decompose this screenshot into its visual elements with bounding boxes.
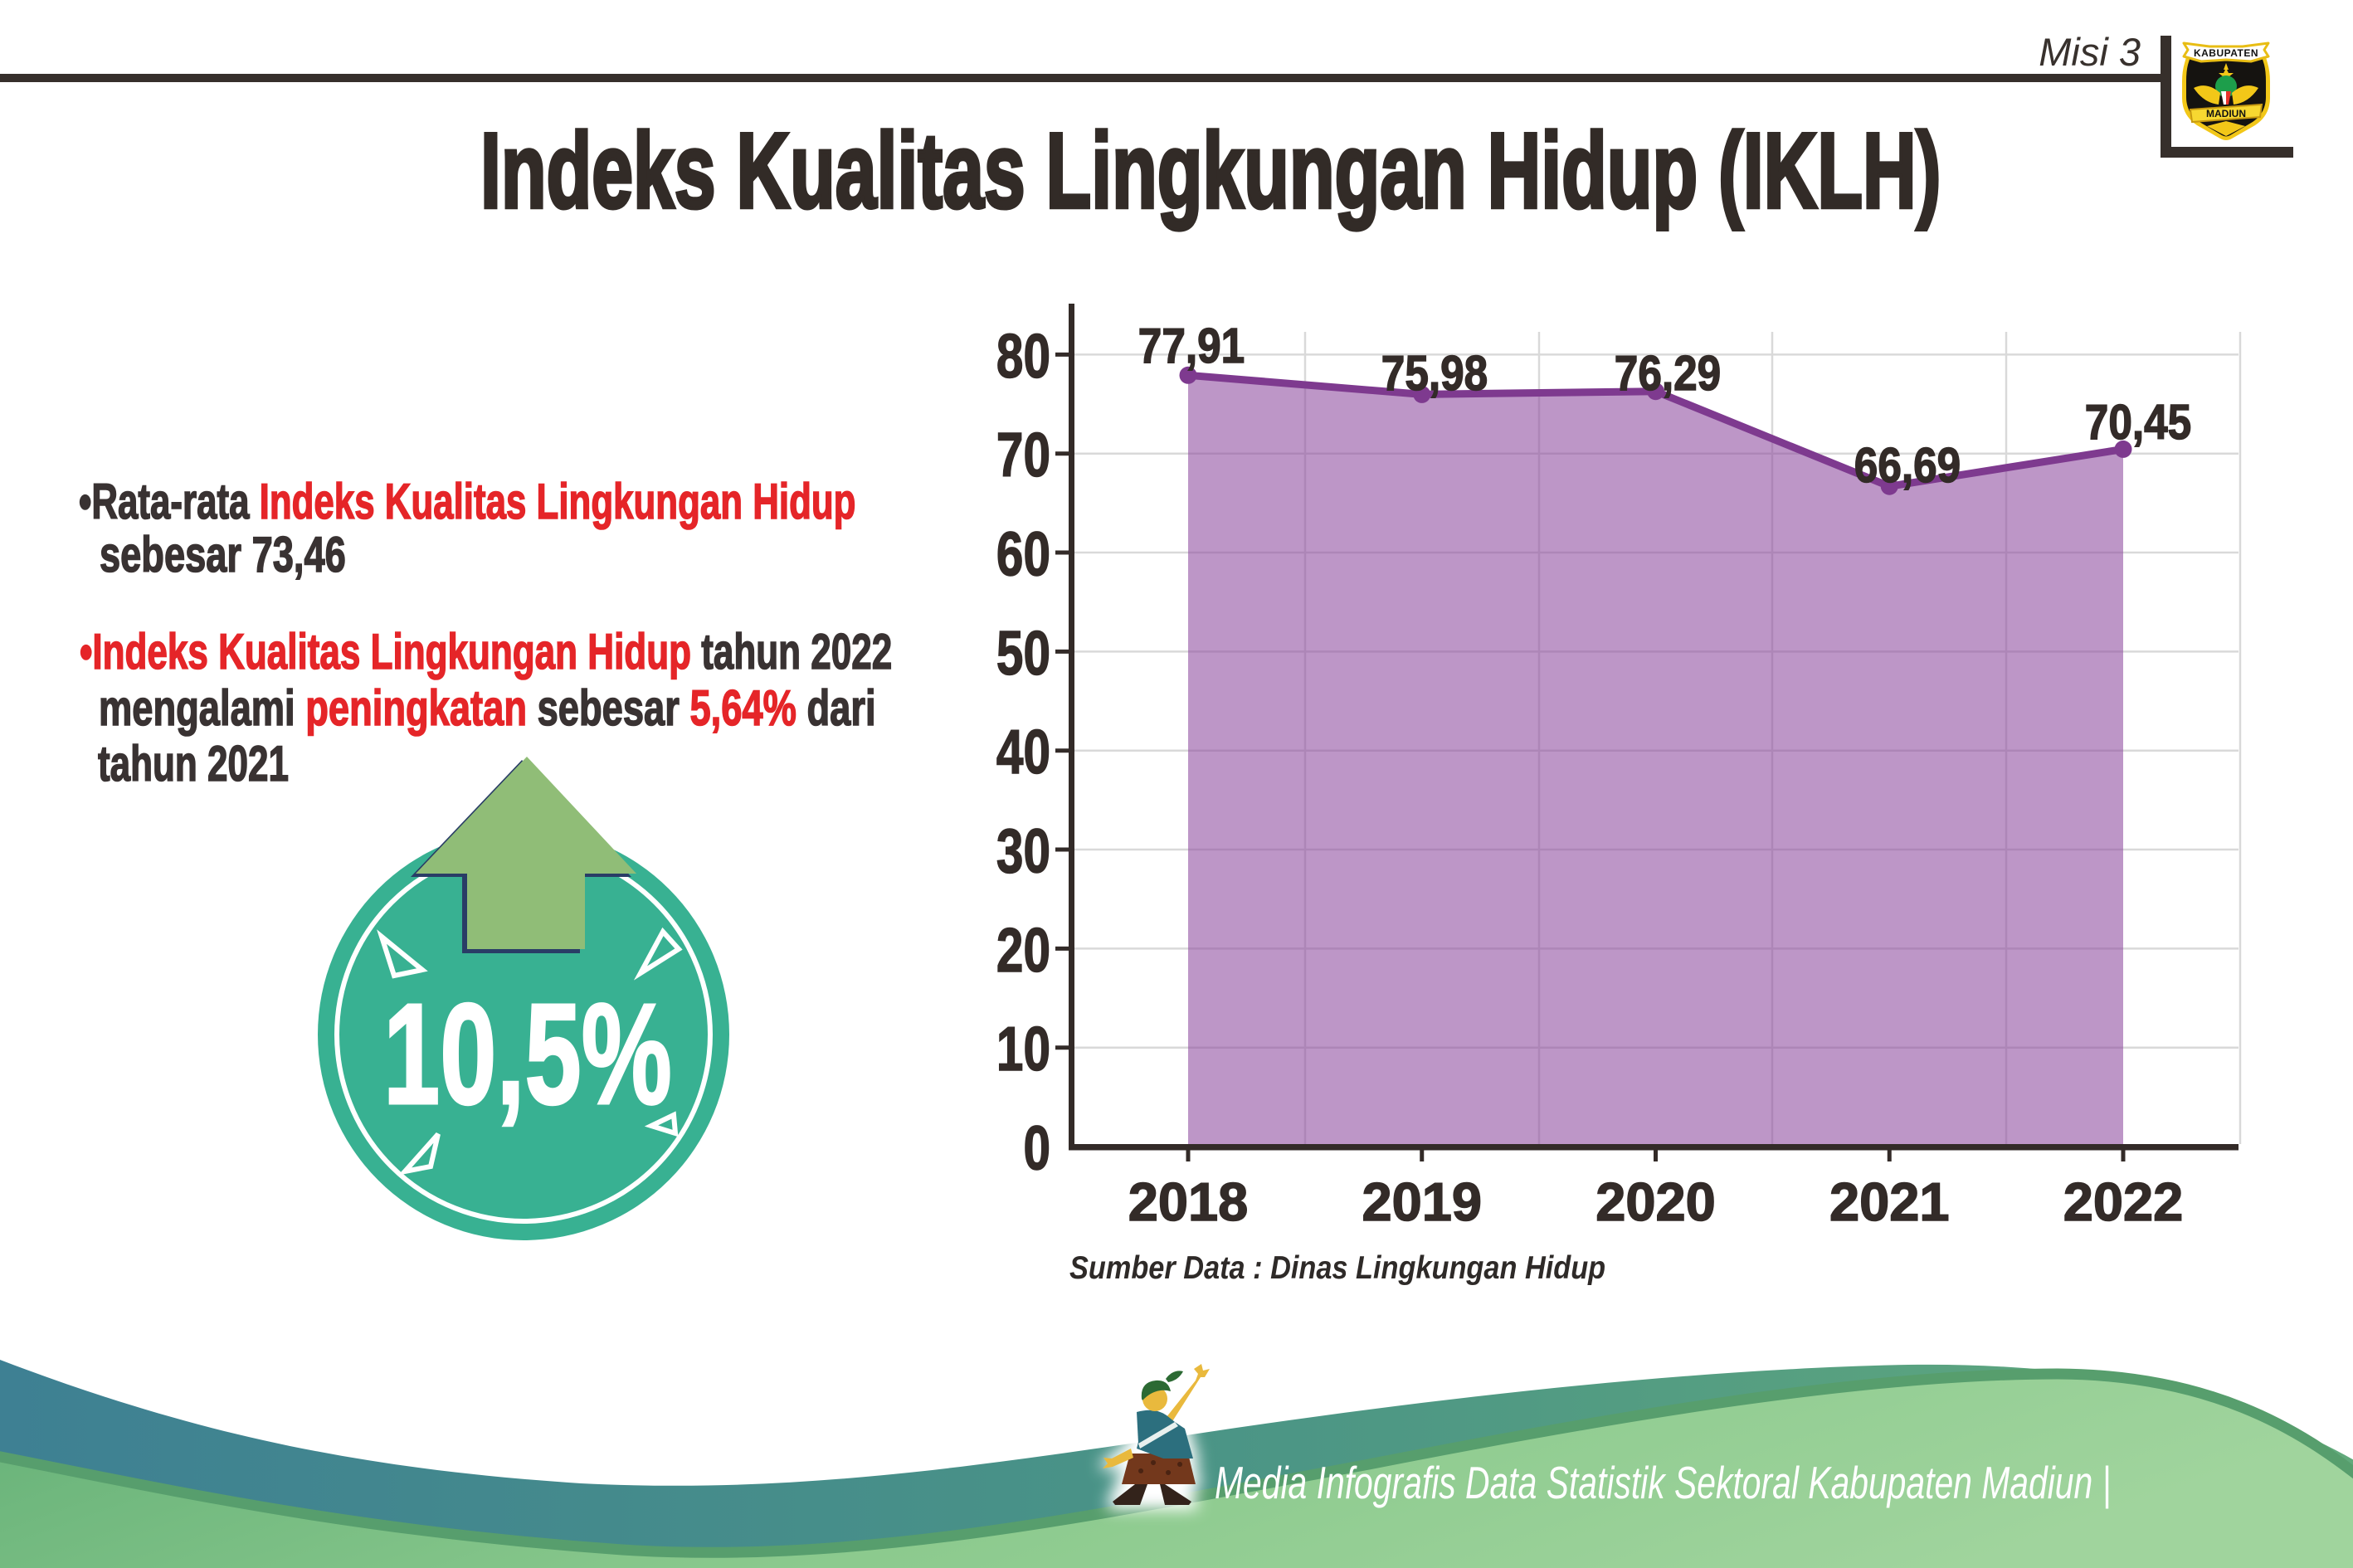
svg-text:Media Infografis Data Statisti: Media Infografis Data Statistik Sektoral… <box>1215 1458 2111 1508</box>
svg-text:77,91: 77,91 <box>1138 319 1245 373</box>
svg-text:2022: 2022 <box>2063 1171 2184 1232</box>
svg-text:Misi 3: Misi 3 <box>2039 30 2141 74</box>
svg-text:10: 10 <box>996 1015 1050 1084</box>
svg-text:2018: 2018 <box>1128 1171 1249 1232</box>
svg-text:Indeks Kualitas Lingkungan Hid: Indeks Kualitas Lingkungan Hidup (IKLH) <box>480 110 1941 231</box>
svg-text:sebesar 73,46: sebesar 73,46 <box>100 528 346 583</box>
svg-text:mengalami peningkatan sebesar: mengalami peningkatan sebesar 5,64% dari <box>99 681 876 737</box>
svg-text:2019: 2019 <box>1362 1171 1482 1232</box>
svg-text:76,29: 76,29 <box>1615 346 1721 401</box>
svg-text:2021: 2021 <box>1829 1171 1950 1232</box>
svg-text:0: 0 <box>1023 1114 1050 1184</box>
svg-text:70: 70 <box>996 421 1050 490</box>
svg-text:50: 50 <box>996 619 1050 689</box>
svg-text:MADIUN: MADIUN <box>2206 108 2246 119</box>
svg-text:70,45: 70,45 <box>2085 395 2191 450</box>
svg-text:66,69: 66,69 <box>1854 438 1961 493</box>
svg-text:tahun 2021: tahun 2021 <box>98 736 289 791</box>
svg-text:60: 60 <box>996 520 1050 590</box>
svg-text:2020: 2020 <box>1595 1171 1716 1232</box>
svg-text:40: 40 <box>996 718 1050 787</box>
svg-text:Sumber Data : Dinas Lingkungan: Sumber Data : Dinas Lingkungan Hidup <box>1069 1249 1605 1286</box>
svg-text:10,5%: 10,5% <box>383 973 672 1134</box>
svg-text:KABUPATEN: KABUPATEN <box>2194 47 2258 59</box>
svg-text:80: 80 <box>996 322 1050 392</box>
svg-text:20: 20 <box>996 916 1050 986</box>
svg-text:75,98: 75,98 <box>1381 346 1488 401</box>
svg-text:•Rata-rata Indeks Kualitas Lin: •Rata-rata Indeks Kualitas Lingkungan Hi… <box>79 474 855 529</box>
svg-text:•Indeks Kualitas Lingkungan Hi: •Indeks Kualitas Lingkungan Hidup tahun … <box>80 624 892 679</box>
svg-text:30: 30 <box>996 817 1050 887</box>
